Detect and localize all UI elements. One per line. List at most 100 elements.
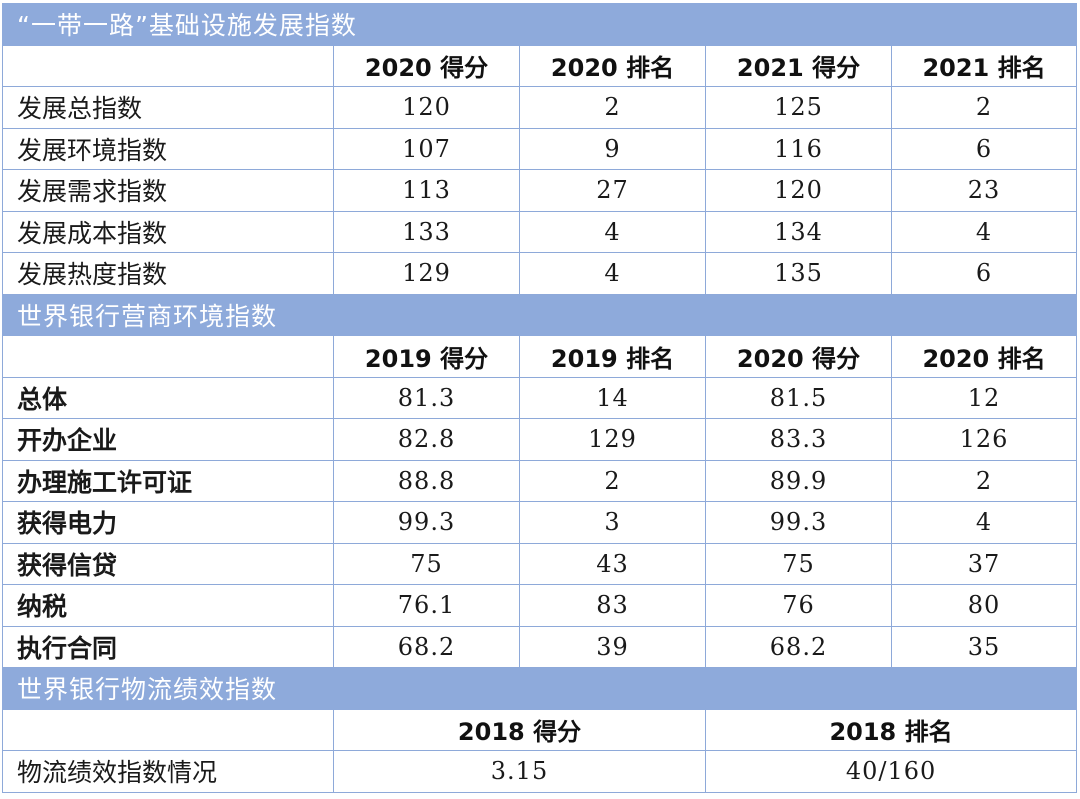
- cell-value: 9: [519, 127, 706, 170]
- table-row: 发展需求指数 113 27 120 23: [2, 169, 1078, 212]
- cell-value: 83: [519, 584, 706, 627]
- table-row: 纳税 76.1 83 76 80: [2, 584, 1078, 627]
- table-row: 总体 81.3 14 81.5 12: [2, 376, 1078, 419]
- cell-value: 23: [890, 169, 1078, 212]
- cell-value: 120: [705, 169, 892, 212]
- table-row: 办理施工许可证 88.8 2 89.9 2: [2, 459, 1078, 502]
- table-row: 发展成本指数 133 4 134 4: [2, 210, 1078, 253]
- cell-value: 129: [333, 252, 520, 295]
- cell-value: 99.3: [333, 501, 520, 544]
- table-row: 获得信贷 75 43 75 37: [2, 542, 1078, 585]
- cell-value: 39: [519, 625, 706, 668]
- cell-value: 6: [890, 252, 1078, 295]
- header-cell: 2020 排名: [519, 44, 706, 87]
- header-cell-empty: [2, 335, 334, 378]
- table-row: 执行合同 68.2 39 68.2 35: [2, 625, 1078, 668]
- cell-value: 4: [519, 252, 706, 295]
- row-label: 发展成本指数: [2, 210, 334, 253]
- row-label: 总体: [2, 376, 334, 419]
- cell-value: 6: [890, 127, 1078, 170]
- table-row: 发展总指数 120 2 125 2: [2, 86, 1078, 129]
- cell-value: 43: [519, 542, 706, 585]
- header-cell: 2018 得分: [333, 708, 706, 751]
- cell-value: 2: [519, 459, 706, 502]
- cell-value: 68.2: [333, 625, 520, 668]
- header-cell: 2021 得分: [705, 44, 892, 87]
- table-header-row: 2019 得分 2019 排名 2020 得分 2020 排名: [2, 335, 1078, 378]
- cell-value: 75: [333, 542, 520, 585]
- table-header-row: 2020 得分 2020 排名 2021 得分 2021 排名: [2, 44, 1078, 87]
- cell-value: 81.3: [333, 376, 520, 419]
- header-cell: 2018 排名: [704, 708, 1078, 751]
- row-label: 发展环境指数: [2, 127, 334, 170]
- cell-value: 3: [519, 501, 706, 544]
- cell-value: 37: [890, 542, 1078, 585]
- cell-value: 27: [519, 169, 706, 212]
- header-cell: 2020 排名: [890, 335, 1078, 378]
- row-label: 发展热度指数: [2, 252, 334, 295]
- table-row: 开办企业 82.8 129 83.3 126: [2, 418, 1078, 461]
- header-cell: 2020 得分: [333, 44, 520, 87]
- cell-value: 3.15: [333, 750, 706, 793]
- cell-value: 12: [890, 376, 1078, 419]
- cell-value: 76.1: [333, 584, 520, 627]
- header-cell: 2019 得分: [333, 335, 520, 378]
- cell-value: 40/160: [704, 750, 1078, 793]
- row-label: 执行合同: [2, 625, 334, 668]
- table-row: 发展环境指数 107 9 116 6: [2, 127, 1078, 170]
- section-title: “一带一路”基础设施发展指数: [1, 3, 1078, 46]
- index-table: “一带一路”基础设施发展指数 2020 得分 2020 排名 2021 得分 2…: [1, 3, 1078, 793]
- cell-value: 76: [705, 584, 892, 627]
- section-header-logistics: 世界银行物流绩效指数: [1, 667, 1078, 710]
- cell-value: 14: [519, 376, 706, 419]
- row-label: 办理施工许可证: [2, 459, 334, 502]
- table-row: 获得电力 99.3 3 99.3 4: [2, 501, 1078, 544]
- section-title: 世界银行营商环境指数: [1, 293, 1078, 336]
- cell-value: 120: [333, 86, 520, 129]
- cell-value: 129: [519, 418, 706, 461]
- cell-value: 89.9: [705, 459, 892, 502]
- cell-value: 113: [333, 169, 520, 212]
- cell-value: 2: [890, 86, 1078, 129]
- header-cell: 2021 排名: [890, 44, 1078, 87]
- cell-value: 82.8: [333, 418, 520, 461]
- cell-value: 125: [705, 86, 892, 129]
- header-cell-empty: [2, 44, 334, 87]
- table-row: 发展热度指数 129 4 135 6: [2, 252, 1078, 295]
- row-label: 获得信贷: [2, 542, 334, 585]
- cell-value: 2: [519, 86, 706, 129]
- cell-value: 134: [705, 210, 892, 253]
- cell-value: 81.5: [705, 376, 892, 419]
- cell-value: 126: [890, 418, 1078, 461]
- section-header-bri: “一带一路”基础设施发展指数: [1, 3, 1078, 46]
- cell-value: 135: [705, 252, 892, 295]
- cell-value: 4: [890, 210, 1078, 253]
- cell-value: 88.8: [333, 459, 520, 502]
- cell-value: 83.3: [705, 418, 892, 461]
- row-label: 开办企业: [2, 418, 334, 461]
- row-label: 发展需求指数: [2, 169, 334, 212]
- cell-value: 75: [705, 542, 892, 585]
- header-cell-empty: [2, 708, 334, 751]
- section-header-business-env: 世界银行营商环境指数: [1, 293, 1078, 336]
- cell-value: 133: [333, 210, 520, 253]
- header-cell: 2020 得分: [705, 335, 892, 378]
- row-label: 发展总指数: [2, 86, 334, 129]
- table-header-row: 2018 得分 2018 排名: [2, 708, 1078, 751]
- cell-value: 4: [890, 501, 1078, 544]
- row-label: 纳税: [2, 584, 334, 627]
- section-title: 世界银行物流绩效指数: [1, 667, 1078, 710]
- cell-value: 107: [333, 127, 520, 170]
- row-label: 获得电力: [2, 501, 334, 544]
- cell-value: 68.2: [705, 625, 892, 668]
- header-cell: 2019 排名: [519, 335, 706, 378]
- cell-value: 35: [890, 625, 1078, 668]
- cell-value: 99.3: [705, 501, 892, 544]
- table-row: 物流绩效指数情况 3.15 40/160: [2, 750, 1078, 793]
- cell-value: 116: [705, 127, 892, 170]
- cell-value: 4: [519, 210, 706, 253]
- cell-value: 2: [890, 459, 1078, 502]
- row-label: 物流绩效指数情况: [2, 750, 334, 793]
- cell-value: 80: [890, 584, 1078, 627]
